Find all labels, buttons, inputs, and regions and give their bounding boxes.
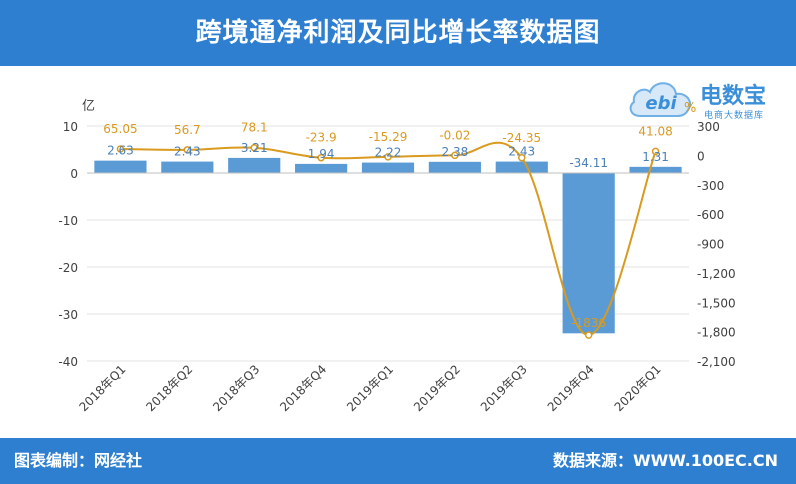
footer-credit: 图表编制：网经社 [14,451,143,470]
y-right-unit: % [684,101,696,116]
cloud-text: ebi [645,93,677,114]
bar-data-label: 2.22 [375,146,402,160]
line-point [518,154,526,162]
bar-data-label: 1.31 [642,150,669,164]
line-point [651,147,660,156]
bar [361,162,415,173]
line-data-label: -24.35 [502,131,541,145]
line-point [116,145,125,153]
line-data-label: 41.08 [638,124,672,138]
y-right-tick-label: -1,500 [697,296,736,310]
x-tick-label: 2020年Q1 [612,362,664,414]
footer-source: 数据来源：WWW.100EC.CN [552,451,778,470]
y-left-tick-label: -30 [58,308,78,322]
y-left-tick-label: -40 [58,355,78,369]
bar [629,166,682,173]
x-tick-label: 2018年Q4 [277,362,329,414]
line-data-label: 65.05 [103,122,137,136]
bar-data-label: 1.94 [308,147,335,161]
line-data-label: 56.7 [174,123,201,137]
line-point [451,151,459,160]
x-tick-label: 2018年Q2 [143,362,195,414]
y-left-tick-label: 10 [63,120,78,134]
header-bar: 跨境通净利润及同比增长率数据图 [0,0,796,66]
line-point [250,143,258,152]
y-right-tick-label: -1,200 [697,267,736,281]
line-data-label: -0.02 [439,128,470,142]
bar-data-label: 3.21 [241,141,268,155]
brand-logo: ebi 电数宝 电商大数据库 [626,76,786,128]
bar-data-label: 2.38 [442,145,469,159]
bar [562,173,615,334]
y-right-tick-label: -900 [697,238,724,252]
logo-subtitle: 电商大数据库 [704,111,765,121]
x-tick-label: 2019年Q1 [344,362,396,414]
line-point [384,153,392,161]
y-right-tick-label: -600 [697,208,724,222]
page-title: 跨境通净利润及同比增长率数据图 [195,18,601,48]
y-left-tick-label: -20 [58,261,78,275]
y-right-tick-label: -300 [697,179,724,193]
line-point [584,331,593,339]
y-right-tick-label: 300 [697,120,720,134]
line-data-label: 78.1 [241,121,268,135]
line-data-label: -15.29 [369,130,408,144]
chart-area: 10 0 -10 -20 -30 -40 300 0 -300 -600 -900 -1,200 -1,… [0,66,796,438]
line-data-label: -1836 [571,316,606,330]
bar [495,161,548,173]
cloud-icon: ebi [629,82,692,117]
bar-data-label: 2.43 [174,145,201,159]
line-data-label: -23.9 [306,131,337,145]
x-tick-label: 2019年Q2 [411,362,463,414]
x-tick-label: 2019年Q3 [478,362,530,414]
y-right-tick-label: 0 [697,149,705,163]
bar [161,161,214,173]
logo-name: 电数宝 [700,84,767,109]
x-tick-label: 2019年Q4 [545,362,597,414]
y-left-tick-label: 0 [70,167,78,181]
x-tick-label: 2018年Q1 [77,362,129,414]
line-point [183,146,192,154]
bar [295,163,348,173]
combo-chart: 10 0 -10 -20 -30 -40 300 0 -300 -600 -900 -1,200 -1,… [58,99,736,414]
y-left-tick-label: -10 [58,214,78,228]
x-tick-label: 2018年Q3 [210,362,262,414]
line-point [317,153,325,162]
bar [428,161,481,173]
bar-data-label: 2.43 [508,145,535,159]
y-right-tick-label: -2,100 [697,355,736,369]
y-right-tick-label: -1,800 [697,326,736,340]
bar [94,160,147,173]
y-left-unit: 亿 [82,99,95,114]
bar-data-label: -34.11 [569,156,608,170]
bar [228,157,281,173]
bar-data-label: 2.63 [107,144,134,158]
footer-bar: 图表编制：网经社 数据来源：WWW.100EC.CN [0,438,796,484]
